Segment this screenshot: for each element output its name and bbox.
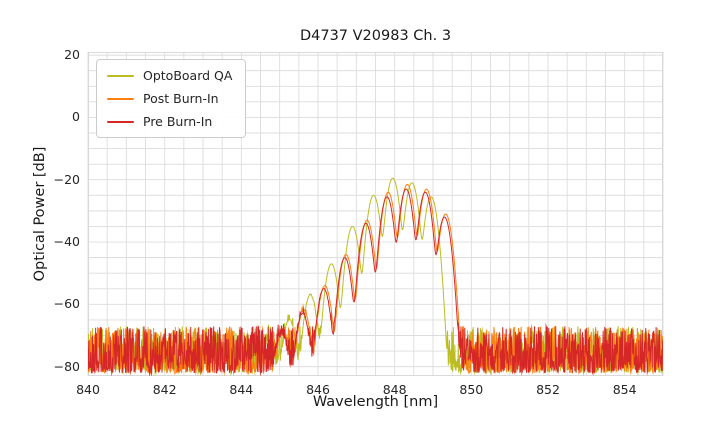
legend-label-post-burn-in: Post Burn-In: [143, 91, 219, 106]
x-tick-label: 842: [152, 382, 177, 397]
legend-entry-post-burn-in: Post Burn-In: [107, 91, 232, 106]
legend-entry-optoboard-qa: OptoBoard QA: [107, 68, 232, 83]
legend-label-pre-burn-in: Pre Burn-In: [143, 114, 213, 129]
x-tick-label: 848: [382, 382, 407, 397]
y-tick-label: −20: [53, 171, 80, 187]
legend-line-swatch-pre-burn-in: [107, 120, 134, 123]
x-axis-label: Wavelength [nm]: [312, 394, 439, 410]
legend-entry-pre-burn-in: Pre Burn-In: [107, 114, 232, 129]
legend-line-swatch-post-burn-in: [107, 97, 134, 100]
legend-line-swatch-optoboard-qa: [107, 74, 134, 77]
chart-title: D4737 V20983 Ch. 3: [299, 28, 452, 44]
y-tick-label: 20: [64, 47, 80, 63]
y-axis-label: Optical Power [dB]: [32, 146, 48, 282]
x-tick-label: 840: [76, 382, 100, 397]
y-tick-label: −60: [53, 296, 80, 312]
x-tick-label: 854: [612, 382, 637, 397]
y-tick-label: −40: [53, 234, 80, 250]
legend-label-optoboard-qa: OptoBoard QA: [143, 68, 233, 83]
y-tick-label: 0: [72, 109, 80, 125]
x-tick-label: 846: [306, 382, 330, 397]
legend: OptoBoard QA Post Burn-In Pre Burn-In: [96, 59, 247, 138]
x-tick-label: 850: [459, 382, 484, 397]
y-tick-label: −80: [53, 358, 80, 374]
x-tick-label: 844: [229, 382, 254, 397]
x-tick-label: 852: [536, 382, 560, 397]
